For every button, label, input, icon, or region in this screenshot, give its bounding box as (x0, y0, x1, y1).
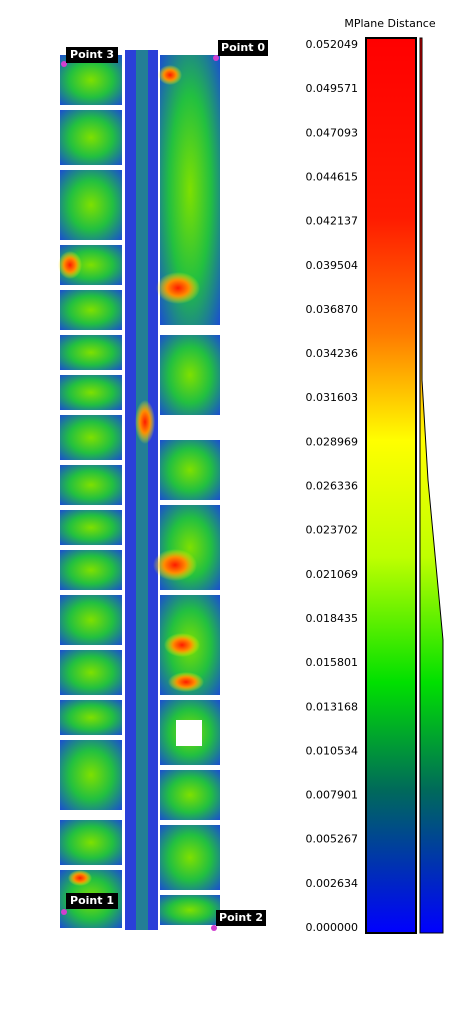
point-label-box (216, 910, 266, 926)
room (160, 895, 220, 925)
point-label-box (66, 893, 118, 909)
room (60, 415, 122, 460)
room (160, 770, 220, 820)
hot-spot (58, 251, 82, 279)
room (160, 825, 220, 890)
floor-plan (58, 50, 220, 930)
colorbar-gradient (365, 37, 417, 934)
point-marker (213, 55, 219, 61)
room (60, 290, 122, 330)
colorbar-title: MPlane Distance (344, 17, 435, 30)
tick-label: 0.044615 (306, 170, 359, 183)
point-marker (61, 909, 67, 915)
room (60, 700, 122, 735)
tick-label: 0.026336 (306, 480, 359, 493)
tick-label: 0.028969 (306, 435, 359, 448)
hot-spot (135, 400, 155, 444)
room (60, 170, 122, 240)
point-marker (211, 925, 217, 931)
tick-label: 0.036870 (306, 303, 359, 316)
tick-label: 0.052049 (306, 38, 359, 51)
hot-spot (153, 549, 197, 581)
tick-label: 0.015801 (306, 656, 359, 669)
hot-spot (164, 633, 200, 657)
tick-label: 0.042137 (306, 215, 359, 228)
hot-spot (68, 870, 92, 886)
point-label: Point 1 (70, 894, 114, 907)
point-label: Point 2 (219, 911, 263, 924)
point-marker (61, 61, 67, 67)
room (60, 375, 122, 410)
room (60, 465, 122, 505)
tick-label: 0.007901 (306, 789, 359, 802)
tick-label: 0.002634 (306, 877, 359, 890)
hot-spot (156, 272, 200, 304)
colorbar: MPlane Distance 0.052049 0.049571 0.047093… (306, 17, 444, 934)
tick-label: 0.031603 (306, 391, 359, 404)
tick-label: 0.039504 (306, 259, 359, 272)
hot-spot (158, 65, 182, 85)
tick-label: 0.034236 (306, 347, 359, 360)
void (176, 720, 202, 746)
room (160, 440, 220, 500)
tick-label: 0.023702 (306, 524, 359, 537)
tick-label: 0.000000 (306, 921, 359, 934)
room (160, 335, 220, 415)
room (60, 820, 122, 865)
room (60, 335, 122, 370)
room (60, 740, 122, 810)
room (60, 650, 122, 695)
point-markers: Point 3 Point 0 Point 1 Point 2 (61, 40, 268, 931)
tick-label: 0.021069 (306, 568, 359, 581)
histogram (419, 37, 444, 934)
room (60, 55, 122, 105)
point-label-box (66, 47, 118, 63)
tick-label: 0.010534 (306, 744, 359, 757)
corridor-center (136, 50, 148, 930)
tick-label: 0.047093 (306, 126, 359, 139)
tick-label: 0.005267 (306, 833, 359, 846)
point-label: Point 0 (221, 41, 265, 54)
tick-label: 0.013168 (306, 700, 359, 713)
room (60, 550, 122, 590)
room (60, 595, 122, 645)
hot-spot (168, 672, 204, 692)
point-label-box (218, 40, 268, 56)
room (60, 110, 122, 165)
tick-label: 0.018435 (306, 612, 359, 625)
tick-label: 0.049571 (306, 82, 359, 95)
point-label: Point 3 (70, 48, 114, 61)
room (60, 510, 122, 545)
